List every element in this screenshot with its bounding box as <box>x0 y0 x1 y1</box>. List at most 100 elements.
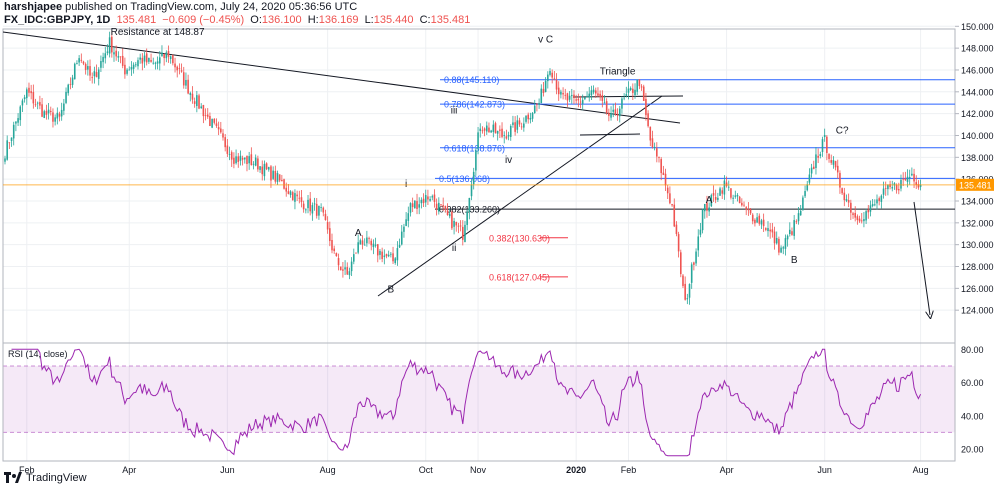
candle-body <box>560 91 562 95</box>
candle-body <box>804 191 806 197</box>
candle-body <box>917 184 920 188</box>
grid-lines <box>3 25 955 461</box>
candle-body <box>457 225 460 227</box>
candle-body <box>121 55 124 66</box>
candle-body <box>420 199 423 204</box>
candle-body <box>329 228 331 242</box>
candle-body <box>810 167 813 174</box>
candle-body <box>363 244 366 246</box>
wave-label: ii <box>452 243 456 254</box>
fib-level-label: 0.5(136.068) <box>439 174 490 184</box>
candle-body <box>411 203 414 208</box>
publisher-name[interactable]: harshjapee <box>4 1 63 13</box>
candle-body <box>372 243 375 248</box>
candle-body <box>712 193 715 196</box>
candle-body <box>119 56 122 58</box>
candle-body <box>758 215 761 224</box>
candle-body <box>507 134 510 137</box>
candle-body <box>680 252 682 275</box>
candle-body <box>871 204 874 207</box>
candle-body <box>438 202 440 212</box>
candle-body <box>392 253 394 262</box>
candle-body <box>640 86 643 88</box>
candle-body <box>8 142 11 144</box>
candle-body <box>771 229 774 233</box>
candle-body <box>904 178 907 181</box>
fib-level-label: 0.618(138.876) <box>444 143 505 153</box>
candle-body <box>717 197 719 200</box>
candle-body <box>294 193 296 202</box>
candle-body <box>379 250 381 255</box>
candle-body <box>856 216 859 221</box>
candle-body <box>257 158 259 170</box>
candle-body <box>826 136 828 153</box>
candle-body <box>588 93 591 98</box>
close-label: C: <box>419 14 431 26</box>
wave-label: C? <box>836 125 849 136</box>
candle-body <box>778 238 780 253</box>
candle-body <box>834 161 837 168</box>
candle-body <box>647 113 649 127</box>
candle-body <box>843 192 846 201</box>
candle-body <box>867 209 870 213</box>
candle-body <box>265 163 268 170</box>
candle-body <box>695 251 697 264</box>
candle-body <box>509 125 512 137</box>
price-tick-label: 134.000 <box>961 196 994 206</box>
candle-body <box>725 182 728 187</box>
price-axis[interactable]: 124.000 126.000 128.000 130.000 132.000 134.0… <box>955 22 994 316</box>
open-value: 136.100 <box>261 14 302 26</box>
candle-body <box>272 170 274 179</box>
candle-body <box>355 252 357 254</box>
candle-body <box>616 114 619 116</box>
candle-body <box>324 213 327 221</box>
candle-body <box>666 187 669 194</box>
candle-body <box>453 220 455 227</box>
candle-body <box>215 123 218 127</box>
rsi-tick-label: 80.00 <box>961 345 984 355</box>
candle-body <box>106 51 109 53</box>
candle-body <box>174 63 176 68</box>
candle-body <box>267 167 270 170</box>
fib-projection-label: 0.382(130.630) <box>489 233 550 243</box>
candle-body <box>874 204 876 206</box>
candle-body <box>557 87 560 95</box>
time-tick-label: Nov <box>470 465 487 475</box>
fibonacci-levels[interactable]: 0.88(145.110) 0.786(142.873) 0.618(138.876… <box>435 75 955 282</box>
candle-body <box>167 50 170 57</box>
symbol-label[interactable]: FX_IDC:GBPJPY, 1D <box>4 14 111 26</box>
candle-body <box>89 66 91 76</box>
rsi-pane[interactable]: 20.00 40.00 60.00 80.00 RSI (14, close) <box>8 345 984 457</box>
candle-body <box>773 231 776 244</box>
price-tick-label: 126.000 <box>961 284 994 294</box>
candle-body <box>470 184 473 197</box>
candle-body <box>36 102 39 104</box>
candle-body <box>686 298 689 300</box>
candle-body <box>4 158 6 162</box>
candle-body <box>462 226 464 240</box>
candle-body <box>677 234 680 252</box>
time-axis[interactable]: Feb Apr Jun Aug Oct Nov 2020 Feb Apr Jun Aug <box>19 465 929 475</box>
candle-body <box>442 205 444 207</box>
last-price: 135.481 <box>116 14 157 26</box>
candle-body <box>444 205 447 210</box>
candle-body <box>623 97 625 99</box>
candle-body <box>494 123 497 134</box>
candle-body <box>597 93 599 96</box>
low-label: L: <box>364 14 374 26</box>
candle-body <box>625 94 628 96</box>
candle-body <box>765 228 767 230</box>
candle-body <box>488 127 490 133</box>
wave-label: i <box>405 179 407 190</box>
candle-body <box>555 79 558 90</box>
candle-body <box>651 138 654 148</box>
brand-name[interactable]: TradingView <box>26 472 87 484</box>
candle-body <box>900 179 902 189</box>
candle-body <box>865 211 867 221</box>
candle-body <box>263 163 266 177</box>
candle-body <box>662 172 665 175</box>
price-tick-label: 132.000 <box>961 218 994 228</box>
candle-body <box>847 200 850 203</box>
tradingview-logo-icon <box>4 472 22 483</box>
